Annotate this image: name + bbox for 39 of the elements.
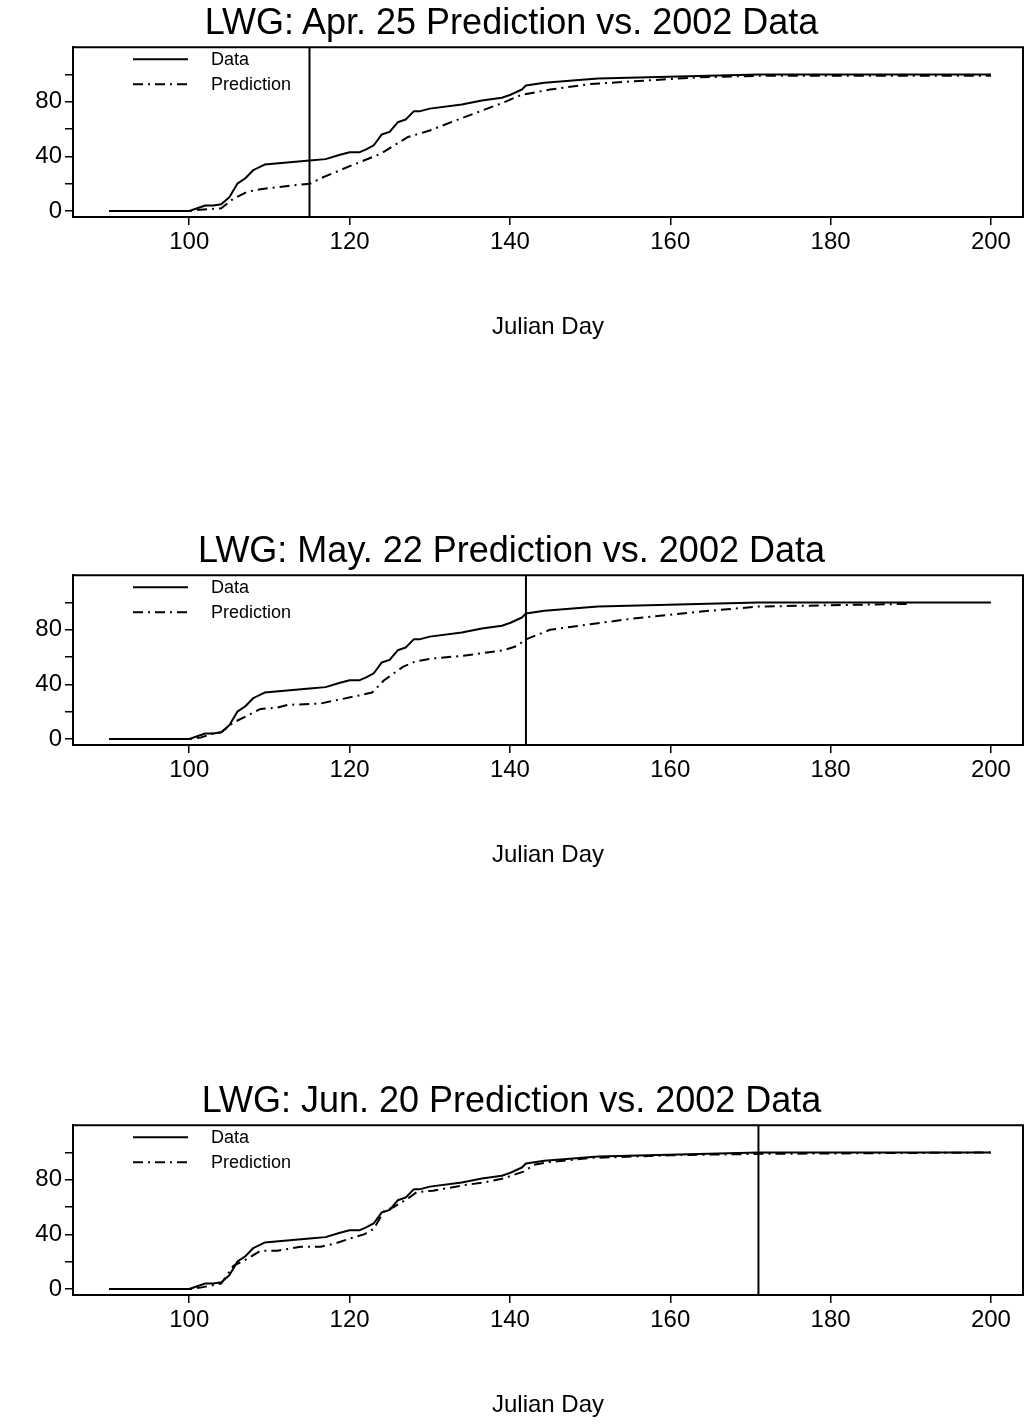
x-tick-label: 160	[650, 1305, 691, 1333]
x-tick-label: 100	[169, 1305, 210, 1333]
x-tick-label: 120	[329, 227, 370, 255]
y-tick-label: 0	[48, 1273, 62, 1301]
x-tick-label: 200	[970, 755, 1011, 783]
x-axis-title: Julian Day	[491, 840, 605, 868]
y-tick-label: 40	[35, 1219, 62, 1247]
x-tick-label: 180	[810, 1305, 851, 1333]
chart-title: LWG: Apr. 25 Prediction vs. 2002 Data	[204, 0, 820, 42]
x-tick-label: 100	[169, 755, 210, 783]
x-tick-label: 140	[489, 755, 530, 783]
legend-label: Data	[211, 49, 251, 70]
legend-label: Prediction	[211, 74, 292, 95]
x-tick-label: 180	[810, 755, 851, 783]
x-tick-label: 120	[329, 1305, 370, 1333]
x-tick-label: 200	[970, 227, 1011, 255]
y-tick-label: 80	[35, 86, 62, 114]
x-axis-title: Julian Day	[491, 1390, 605, 1418]
x-tick-label: 140	[489, 227, 530, 255]
x-tick-label: 120	[329, 755, 370, 783]
y-tick-label: 0	[48, 723, 62, 751]
y-tick-label: 40	[35, 141, 62, 169]
x-tick-label: 160	[650, 227, 691, 255]
x-tick-label: 160	[650, 755, 691, 783]
legend-label: Prediction	[211, 1152, 292, 1173]
x-tick-label: 200	[970, 1305, 1011, 1333]
x-axis-title: Julian Day	[491, 312, 605, 340]
y-tick-label: 80	[35, 614, 62, 642]
legend-label: Prediction	[211, 602, 292, 623]
y-tick-label: 80	[35, 1164, 62, 1192]
x-tick-label: 100	[169, 227, 210, 255]
chart-title: LWG: May. 22 Prediction vs. 2002 Data	[198, 528, 826, 570]
x-tick-label: 140	[489, 1305, 530, 1333]
legend-label: Data	[211, 577, 251, 598]
y-tick-label: 0	[48, 195, 62, 223]
x-tick-label: 180	[810, 227, 851, 255]
chart-title: LWG: Jun. 20 Prediction vs. 2002 Data	[201, 1078, 823, 1120]
legend-label: Data	[211, 1127, 251, 1148]
y-tick-label: 40	[35, 669, 62, 697]
